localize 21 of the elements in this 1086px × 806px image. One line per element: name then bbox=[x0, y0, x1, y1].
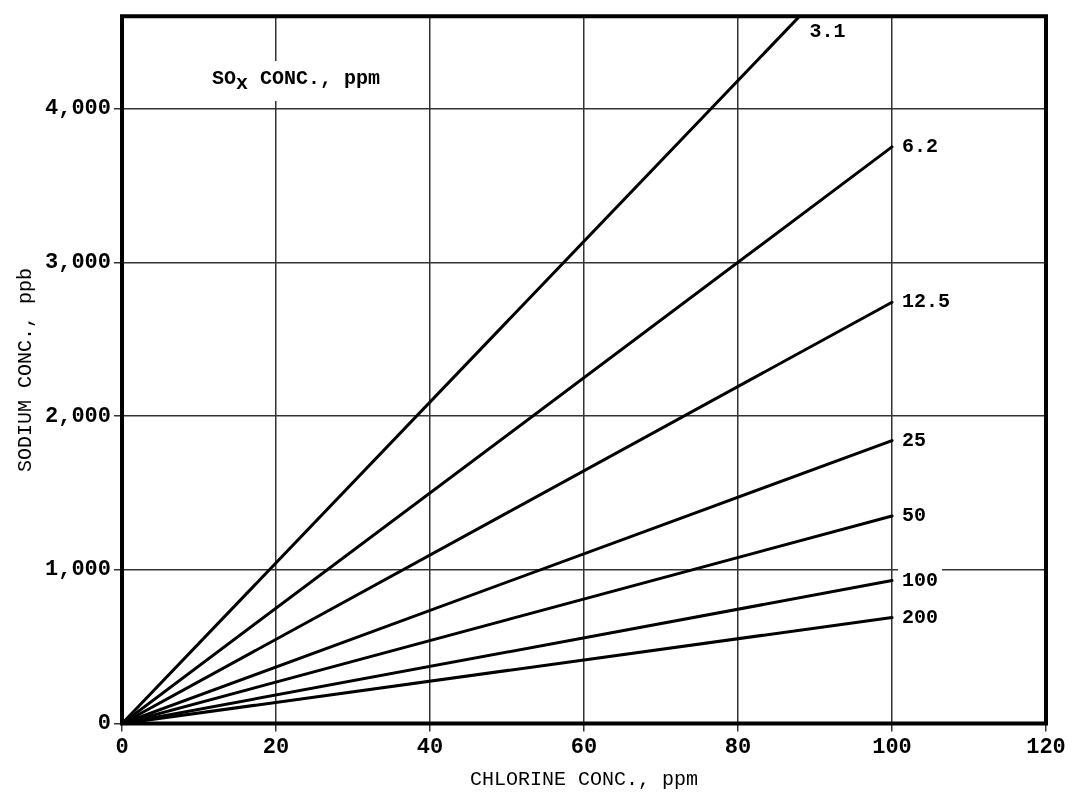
y-tick-label: 0 bbox=[97, 711, 112, 737]
y-tick-label: 3,000 bbox=[45, 249, 112, 275]
series-label: 6.2 bbox=[902, 134, 939, 158]
series-label: 200 bbox=[902, 605, 939, 629]
x-tick-label: 40 bbox=[416, 735, 444, 761]
x-tick-label: 60 bbox=[570, 735, 598, 761]
series-label: 100 bbox=[902, 568, 939, 592]
y-tick-label: 4,000 bbox=[45, 96, 112, 122]
x-tick-label: 20 bbox=[262, 735, 290, 761]
y-tick-label: 1,000 bbox=[45, 557, 112, 583]
series-label: 25 bbox=[902, 428, 927, 452]
x-tick-label: 120 bbox=[1026, 735, 1066, 761]
y-tick-label: 2,000 bbox=[45, 403, 112, 429]
x-tick-label: 80 bbox=[724, 735, 752, 761]
y-axis-title: SODIUM CONC., ppb bbox=[14, 267, 38, 472]
x-tick-label: 0 bbox=[115, 735, 129, 761]
series-label: 50 bbox=[902, 504, 927, 528]
x-axis-title: CHLORINE CONC., ppm bbox=[469, 768, 699, 792]
series-label: 3.1 bbox=[809, 20, 846, 44]
series-label: 12.5 bbox=[902, 290, 951, 314]
x-tick-label: 100 bbox=[872, 735, 912, 761]
